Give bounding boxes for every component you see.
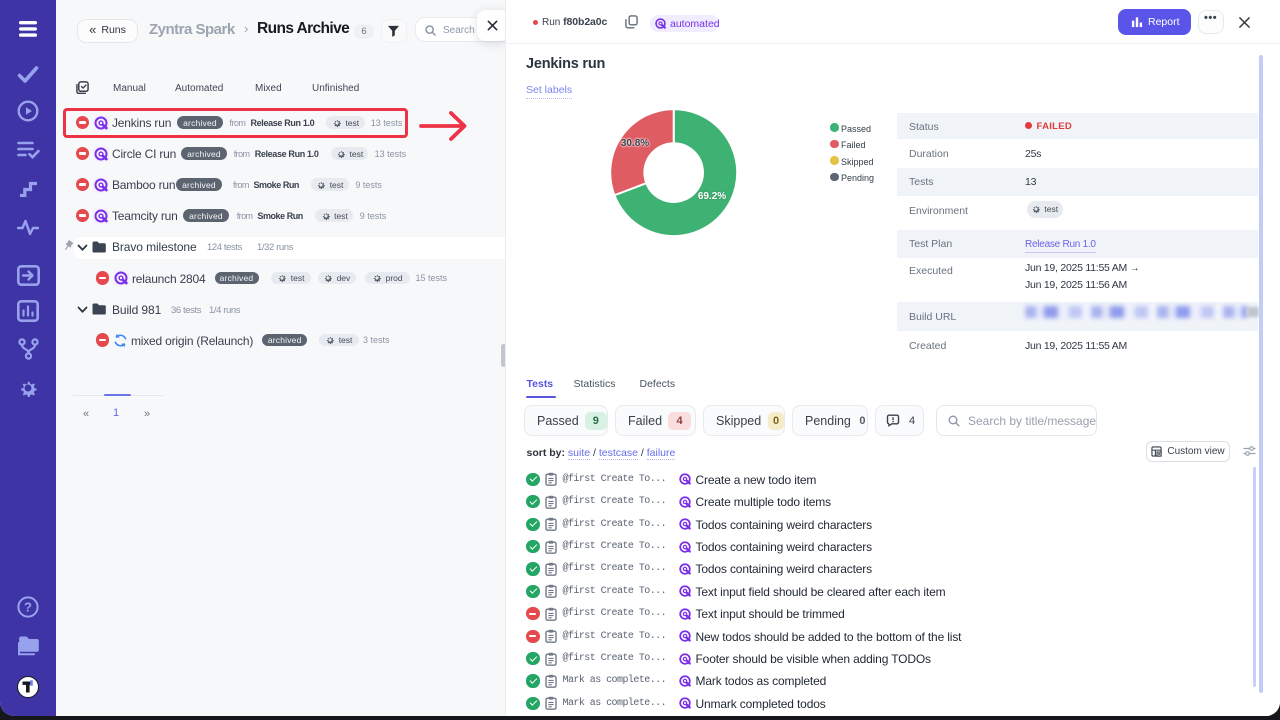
- svg-text:?: ?: [24, 600, 32, 615]
